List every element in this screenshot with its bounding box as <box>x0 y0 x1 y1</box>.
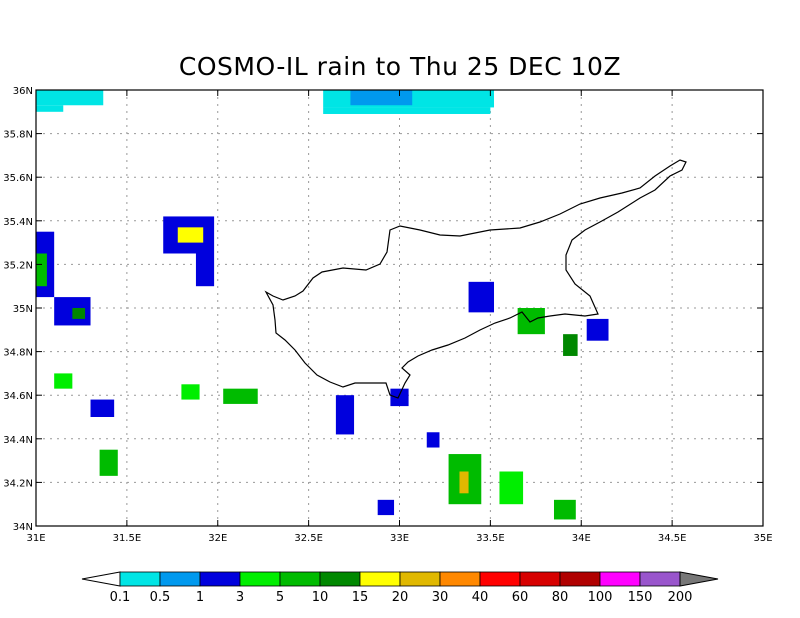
colorbar-label: 0.1 <box>110 590 131 605</box>
lat-tick-label: 34N <box>13 522 33 533</box>
colorbar-swatch <box>279 571 321 587</box>
lon-tick-label: 34.5E <box>658 533 687 544</box>
colorbar-label: 100 <box>588 590 613 605</box>
colorbar-swatch <box>599 571 641 587</box>
rain-cell <box>36 90 104 106</box>
lon-tick-label: 34E <box>572 533 591 544</box>
colorbar-swatch <box>359 571 401 587</box>
lat-tick-label: 35.4N <box>3 217 33 228</box>
colorbar: 0.1 0.5 1 3 5 10 15 20 30 40 60 80 100 150 200 <box>81 571 719 605</box>
map-title: COSMO-IL rain to Thu 25 DEC 10Z <box>178 52 622 81</box>
lon-tick-label: 31.5E <box>113 533 142 544</box>
colorbar-swatch <box>199 571 241 587</box>
colorbar-swatch <box>239 571 281 587</box>
colorbar-min-arrow <box>81 571 121 587</box>
rain-cell <box>468 281 495 313</box>
lon-tick-label: 33E <box>390 533 409 544</box>
rain-cell <box>426 432 440 448</box>
rain-cell <box>181 384 200 400</box>
colorbar-swatch <box>119 571 161 587</box>
lat-tick-label: 34.8N <box>3 348 33 359</box>
colorbar-label: 40 <box>472 590 489 605</box>
colorbar-label: 1 <box>196 590 204 605</box>
colorbar-label: 200 <box>668 590 693 605</box>
colorbar-swatch <box>559 571 601 587</box>
colorbar-swatch <box>319 571 361 587</box>
rain-cell <box>36 105 64 112</box>
colorbar-label: 60 <box>512 590 529 605</box>
colorbar-swatch <box>399 571 441 587</box>
lon-tick-label: 35E <box>753 533 772 544</box>
colorbar-label: 30 <box>432 590 449 605</box>
lat-tick-label: 34.2N <box>3 478 33 489</box>
rain-cell <box>563 334 578 356</box>
rain-cell <box>223 388 258 404</box>
lat-tick-label: 35.6N <box>3 173 33 184</box>
colorbar-label: 5 <box>276 590 284 605</box>
rain-cell <box>335 395 355 435</box>
colorbar-label: 0.5 <box>150 590 171 605</box>
rain-cell <box>54 373 73 389</box>
cyprus-coastline <box>264 159 687 399</box>
rain-cell <box>99 449 118 476</box>
gridlines <box>36 90 763 526</box>
lon-tick-label: 33.5E <box>476 533 505 544</box>
rain-cell <box>195 253 215 287</box>
lat-tick-label: 35.8N <box>3 130 33 141</box>
colorbar-swatch <box>519 571 561 587</box>
rain-cell <box>459 471 469 494</box>
rain-cell <box>390 388 409 407</box>
rain-cell <box>177 227 204 243</box>
rain-cell <box>90 399 115 417</box>
rain-cell <box>350 90 413 106</box>
rain-cell <box>323 107 491 114</box>
lat-tick-label: 34.4N <box>3 435 33 446</box>
lat-tick-label: 34.6N <box>3 391 33 402</box>
colorbar-label: 20 <box>392 590 409 605</box>
lat-tick-label: 35.2N <box>3 260 33 271</box>
lon-tick-label: 31E <box>26 533 45 544</box>
colorbar-label: 10 <box>312 590 329 605</box>
lat-tick-label: 36N <box>13 86 33 97</box>
rain-field <box>36 90 609 520</box>
rain-cell <box>36 253 47 287</box>
colorbar-swatch <box>439 571 481 587</box>
lat-tick-label: 35N <box>13 304 33 315</box>
colorbar-swatch <box>479 571 521 587</box>
lon-tick-label: 32.5E <box>294 533 323 544</box>
colorbar-max-arrow <box>679 571 719 587</box>
colorbar-label: 80 <box>552 590 569 605</box>
rain-cell <box>586 318 609 341</box>
colorbar-swatch <box>159 571 201 587</box>
rain-cell <box>72 308 86 319</box>
rain-cell <box>377 499 395 516</box>
rain-cell <box>499 471 524 505</box>
colorbar-label: 150 <box>628 590 653 605</box>
colorbar-swatch <box>639 571 681 587</box>
rain-cell <box>553 499 576 520</box>
lon-tick-label: 32E <box>208 533 227 544</box>
colorbar-label: 15 <box>352 590 369 605</box>
colorbar-label: 3 <box>236 590 244 605</box>
axis-ticks: 31E 31.5E 32E 32.5E 33E 33.5E 34E 34.5E 35E 34N 34… <box>3 86 772 544</box>
